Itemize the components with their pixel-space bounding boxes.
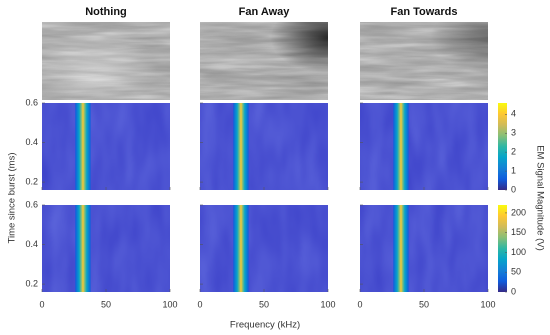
photo-shade bbox=[360, 22, 488, 100]
colorbar bbox=[498, 205, 507, 292]
colorbar-tick-label: 200 bbox=[511, 207, 526, 217]
heatmap-band bbox=[393, 103, 409, 190]
y-tick-label: 0.6 bbox=[25, 199, 38, 209]
colorbar-tick-label: 1 bbox=[511, 165, 516, 175]
x-tick-label: 50 bbox=[259, 299, 269, 309]
heatmap-texture bbox=[200, 205, 328, 292]
x-axis-label: Frequency (kHz) bbox=[230, 320, 300, 331]
y-axis-label: Time since burst (ms) bbox=[7, 153, 18, 244]
colorbar-tick-label: 3 bbox=[511, 128, 516, 138]
colorbar-label: EM Signal Magnitude (V) bbox=[534, 145, 545, 251]
photo-shade bbox=[200, 22, 328, 100]
x-tick-label: 0 bbox=[39, 299, 44, 309]
colorbar-tick-label: 0 bbox=[511, 184, 516, 194]
y-tick-label: 0.2 bbox=[25, 278, 38, 288]
panel-title: Fan Towards bbox=[390, 6, 457, 18]
photo-shade bbox=[42, 22, 170, 100]
x-tick-label: 100 bbox=[480, 299, 495, 309]
colorbar-tick-label: 150 bbox=[511, 227, 526, 237]
x-tick-label: 0 bbox=[357, 299, 362, 309]
heatmap-texture bbox=[42, 103, 170, 190]
y-tick-label: 0.4 bbox=[25, 239, 38, 249]
colorbar-tick-label: 0 bbox=[511, 286, 516, 296]
colorbar-tick-label: 4 bbox=[511, 109, 516, 119]
heatmap-band bbox=[75, 205, 91, 292]
heatmap-texture bbox=[360, 205, 488, 292]
x-tick-label: 100 bbox=[162, 299, 177, 309]
colorbar-tick-label: 2 bbox=[511, 147, 516, 157]
y-tick-label: 0.4 bbox=[25, 137, 38, 147]
colorbar-tick-label: 100 bbox=[511, 247, 526, 257]
y-tick-label: 0.6 bbox=[25, 97, 38, 107]
heatmap-texture bbox=[360, 103, 488, 190]
x-tick-label: 50 bbox=[419, 299, 429, 309]
heatmap-band bbox=[233, 205, 249, 292]
x-tick-label: 50 bbox=[101, 299, 111, 309]
x-tick-label: 100 bbox=[320, 299, 335, 309]
panel-title: Nothing bbox=[85, 6, 127, 18]
heatmap-texture bbox=[200, 103, 328, 190]
y-tick-label: 0.2 bbox=[25, 176, 38, 186]
heatmap-band bbox=[75, 103, 91, 190]
heatmap-band bbox=[233, 103, 249, 190]
panel-title: Fan Away bbox=[239, 6, 291, 18]
x-tick-label: 0 bbox=[197, 299, 202, 309]
colorbar-tick-label: 50 bbox=[511, 267, 521, 277]
colorbar bbox=[498, 103, 507, 190]
heatmap-band bbox=[393, 205, 409, 292]
heatmap-texture bbox=[42, 205, 170, 292]
